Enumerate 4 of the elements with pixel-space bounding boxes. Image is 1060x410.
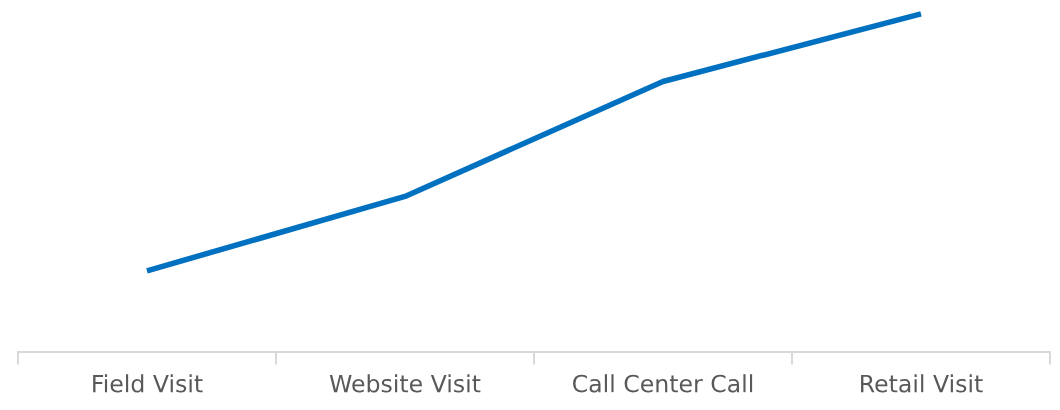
x-tick-label: Website Visit <box>329 374 481 393</box>
x-tick-label: Call Center Call <box>573 374 753 393</box>
x-tick-label: Field Visit <box>93 374 203 393</box>
x-tick-label: Retail Visit <box>861 374 983 393</box>
